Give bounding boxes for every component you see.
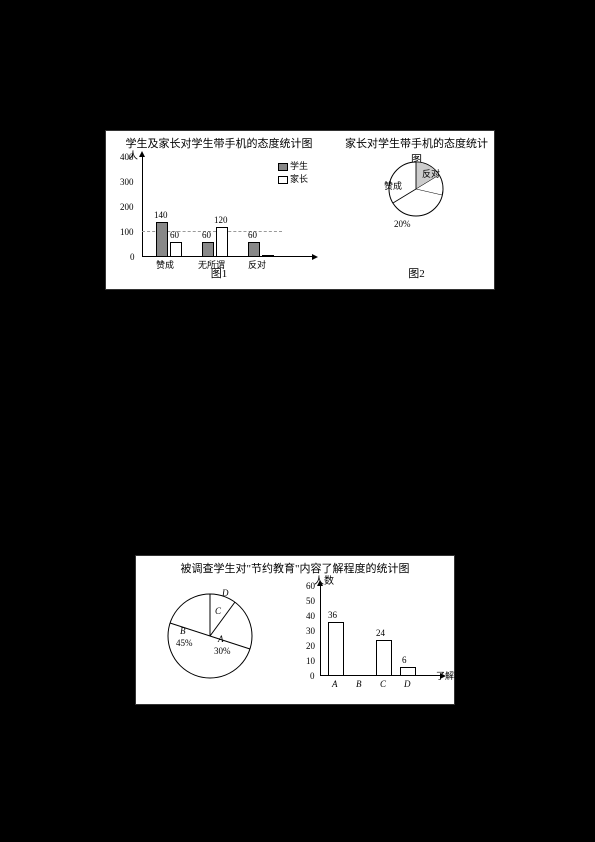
bar-student-2 [202, 242, 214, 257]
f2-bl-A: 36 [328, 610, 337, 620]
ytick-300: 300 [120, 177, 134, 187]
f2y0: 0 [310, 671, 315, 681]
f2-cat-A: A [332, 679, 338, 689]
f2y6: 60 [306, 581, 315, 591]
f2y5: 50 [306, 596, 315, 606]
bar-student-1 [156, 222, 168, 257]
f2-cat-C: C [380, 679, 386, 689]
f2y4: 40 [306, 611, 315, 621]
f2-bl-C: 24 [376, 628, 385, 638]
figure1-box: 学生及家长对学生带手机的态度统计图 人 0 100 200 300 400 14… [105, 130, 495, 290]
fig2-pie-B: B [180, 626, 186, 636]
f2-cat-B: B [356, 679, 362, 689]
fig1-caption-left: 图1 [114, 265, 324, 281]
bar-label-5: 60 [248, 230, 257, 240]
ytick-200: 200 [120, 202, 134, 212]
fig2-pie: D C B 45% A 30% [160, 586, 260, 686]
f2y3: 30 [306, 626, 315, 636]
pie1-label-agree: 赞成 [384, 179, 402, 192]
fig1-left-plot: 人 0 100 200 300 400 140 60 60 120 60 赞成 [142, 157, 312, 257]
f2y2: 20 [306, 641, 315, 651]
f2-bar-C [376, 640, 392, 676]
fig1-left-chart: 学生及家长对学生带手机的态度统计图 人 0 100 200 300 400 14… [114, 135, 324, 251]
fig1-caption-right: 图2 [344, 265, 489, 281]
ytick-400: 400 [120, 152, 134, 162]
fig2-bar-chart: 人数 了解程度 0 10 20 30 40 50 60 36 24 6 A B … [296, 580, 446, 695]
fig2-bar-plot: 人数 了解程度 0 10 20 30 40 50 60 36 24 6 A B … [320, 586, 440, 676]
f2y1: 10 [306, 656, 315, 666]
fig2-pie-A: A [218, 634, 224, 644]
pie1-label-oppose: 反对 [422, 167, 440, 180]
f2-bl-D: 6 [402, 655, 407, 665]
fig2-pie-C: C [215, 606, 221, 616]
fig2-pie-B-pct: 45% [176, 638, 193, 648]
bar-student-3 [248, 242, 260, 257]
bar-label-2: 60 [170, 230, 179, 240]
figure2-box: 被调查学生对"节约教育"内容了解程度的统计图 D C B 45% A 30% 人… [135, 555, 455, 705]
f2-bar-D [400, 667, 416, 676]
fig1-legend: 学生 家长 [278, 159, 308, 185]
fig2-pie-A-pct: 30% [214, 646, 231, 656]
fig2-title: 被调查学生对"节约教育"内容了解程度的统计图 [136, 556, 454, 576]
fig2-x-label: 了解程度 [436, 669, 472, 682]
bar-parent-2 [216, 227, 228, 257]
legend-parent: 家长 [290, 174, 308, 184]
ytick-0: 0 [130, 252, 135, 262]
bar-label-4: 120 [214, 215, 228, 225]
bar-parent-3 [262, 255, 274, 257]
fig1-pie: 反对 赞成 20% [388, 161, 444, 217]
fig2-y-label: 人数 [314, 572, 334, 587]
fig1-left-title: 学生及家长对学生带手机的态度统计图 [114, 135, 324, 151]
ytick-100: 100 [120, 227, 134, 237]
fig2-pie-D: D [222, 588, 229, 598]
pie1-label-20: 20% [394, 219, 411, 229]
legend-student: 学生 [290, 161, 308, 171]
fig1-right-chart: 家长对学生带手机的态度统计图 反对 赞成 20% 图2 [344, 135, 489, 167]
bar-parent-1 [170, 242, 182, 257]
f2-bar-A [328, 622, 344, 676]
f2-cat-D: D [404, 679, 411, 689]
bar-label-3: 60 [202, 230, 211, 240]
bar-label-1: 140 [154, 210, 168, 220]
